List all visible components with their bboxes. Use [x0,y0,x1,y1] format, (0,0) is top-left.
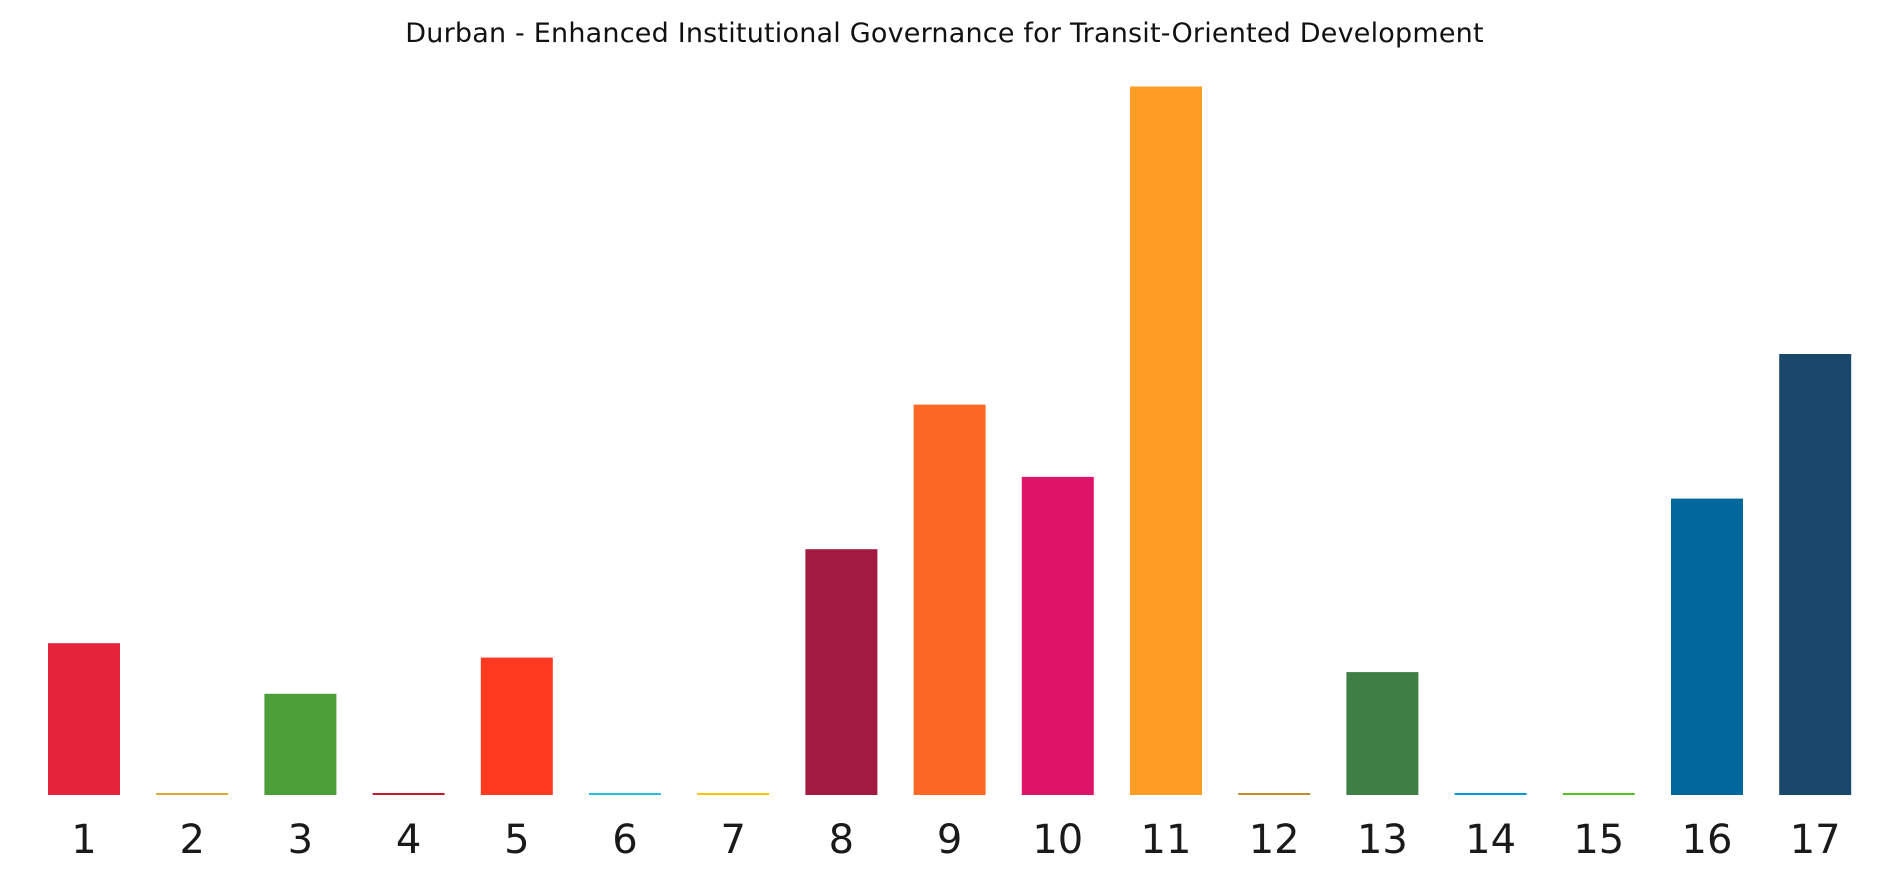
x-tick-label-16: 16 [1682,817,1733,863]
bar-2 [156,793,229,795]
chart-title: Durban - Enhanced Institutional Governan… [405,18,1484,49]
x-tick-labels: 1 2 3 4 5 6 7 8 9 10 11 12 13 14 15 16 17 [71,817,1840,863]
x-tick-label-14: 14 [1465,817,1516,863]
bar-5 [480,657,553,795]
x-tick-label-12: 12 [1249,817,1300,863]
x-tick-label-11: 11 [1141,817,1192,863]
x-tick-label-1: 1 [71,817,96,863]
x-tick-label-13: 13 [1357,817,1408,863]
bar-4 [372,793,445,795]
bar-3 [264,693,337,795]
x-tick-label-15: 15 [1573,817,1624,863]
bar-1 [48,643,120,795]
bar-9 [913,404,986,795]
x-tick-label-4: 4 [396,817,421,863]
x-tick-label-17: 17 [1790,817,1841,863]
x-tick-label-8: 8 [829,817,854,863]
bar-8 [805,549,878,795]
bar-11 [1130,86,1202,795]
x-tick-label-10: 10 [1032,817,1083,863]
bar-12 [1238,793,1311,795]
x-tick-label-6: 6 [612,817,637,863]
bars-layer [48,86,1852,795]
x-tick-label-5: 5 [504,817,529,863]
bar-15 [1562,793,1635,795]
bar-6 [589,793,661,795]
x-tick-label-3: 3 [288,817,313,863]
x-tick-label-7: 7 [720,817,745,863]
x-tick-label-9: 9 [937,817,962,863]
bar-10 [1021,476,1094,795]
bar-14 [1454,793,1527,795]
x-tick-label-2: 2 [179,817,204,863]
bar-13 [1346,672,1419,795]
bar-16 [1671,498,1743,795]
bar-17 [1779,354,1852,795]
bar-7 [697,793,770,795]
